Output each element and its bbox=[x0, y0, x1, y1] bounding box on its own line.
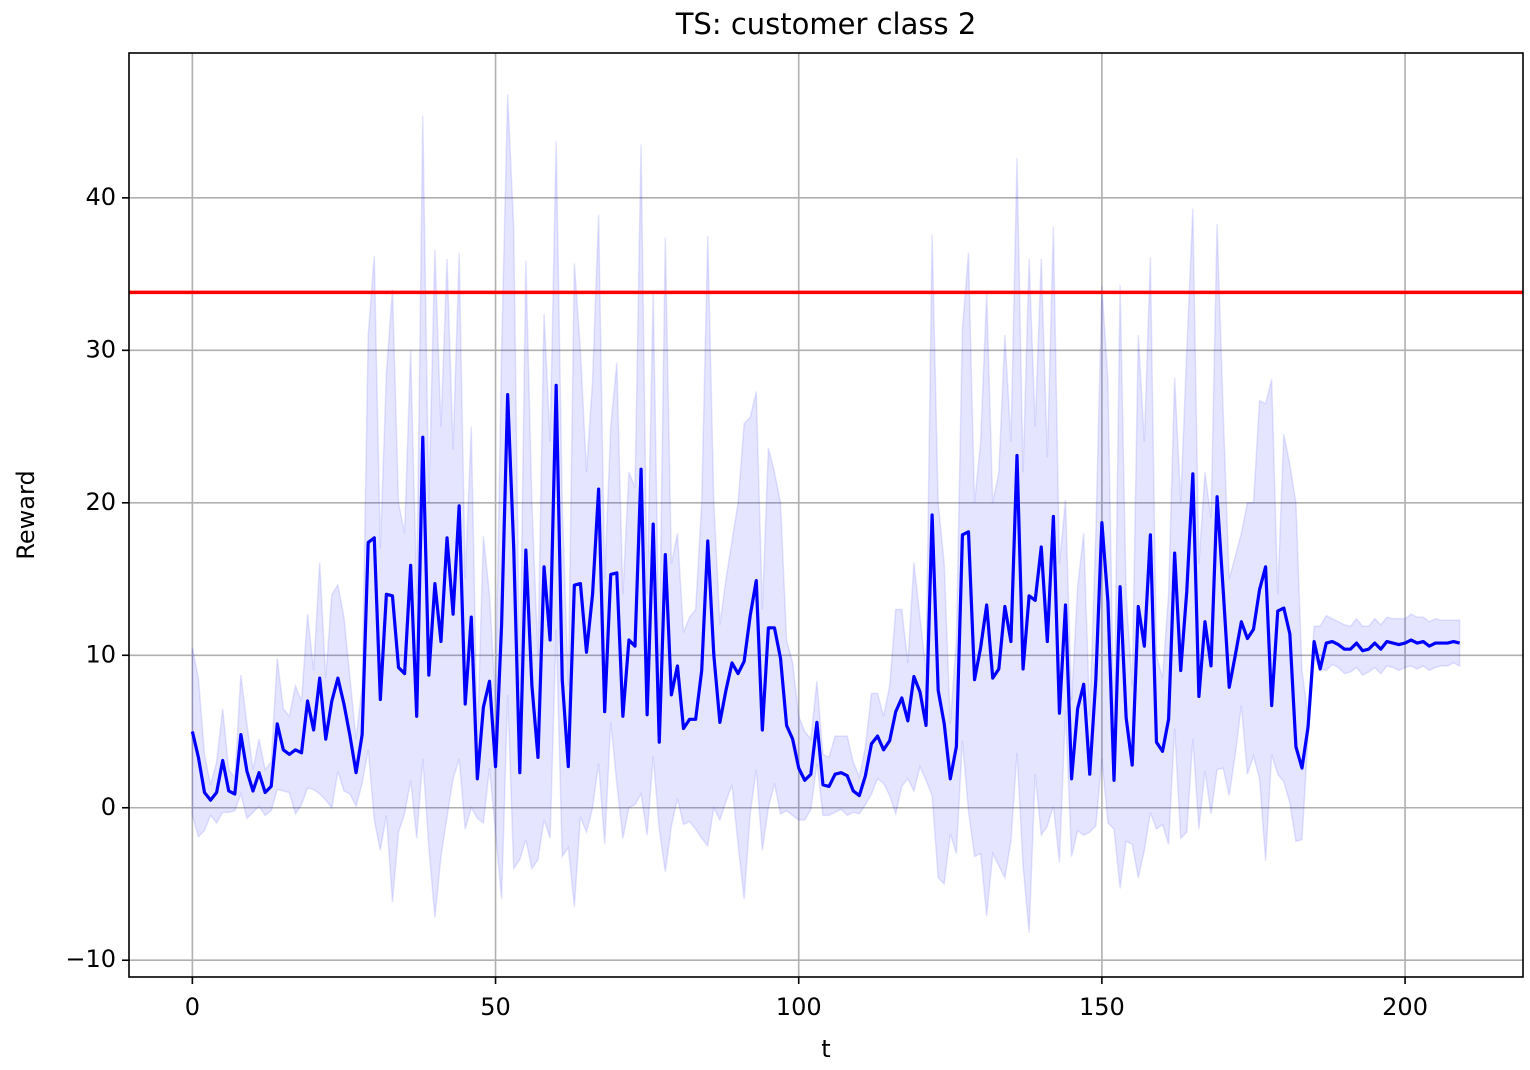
x-axis-label: t bbox=[821, 1035, 830, 1063]
plot-frame bbox=[128, 52, 1524, 978]
y-tick-label: 20 bbox=[85, 488, 116, 516]
y-tick-label: −10 bbox=[65, 945, 116, 973]
y-tick-label: 40 bbox=[85, 183, 116, 211]
y-tick-label: 10 bbox=[85, 640, 116, 668]
chart-title: TS: customer class 2 bbox=[675, 7, 977, 41]
x-tick-label: 200 bbox=[1382, 993, 1428, 1021]
series-line bbox=[190, 383, 1461, 802]
confidence-band bbox=[191, 94, 1461, 933]
x-tick-label: 0 bbox=[185, 993, 200, 1021]
y-tick-label: 0 bbox=[101, 793, 116, 821]
y-tick-label: 30 bbox=[85, 335, 116, 363]
x-tick-label: 150 bbox=[1079, 993, 1125, 1021]
y-axis-label: Reward bbox=[12, 470, 40, 559]
x-tick-label: 50 bbox=[480, 993, 511, 1021]
x-tick-label: 100 bbox=[776, 993, 822, 1021]
